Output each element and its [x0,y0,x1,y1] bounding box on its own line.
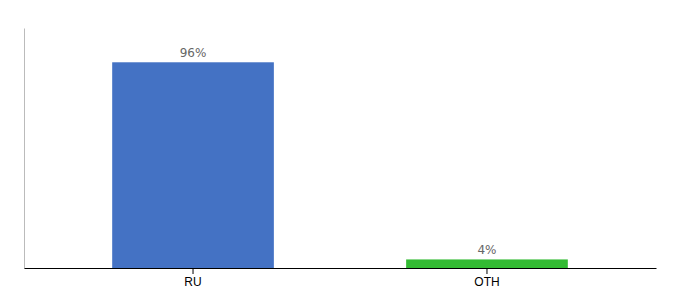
y-axis [24,29,25,269]
bars [112,62,568,268]
plot: RU OTH 96% 4% [25,29,657,289]
data-label: 96% [180,46,207,60]
chart-container: RU OTH 96% 4% [0,0,680,300]
x-tick: RU [184,268,201,289]
data-label: 4% [477,243,496,257]
bar [406,259,568,268]
y-axis-line [24,29,25,269]
x-axis: RU OTH [25,268,657,289]
x-axis-line [25,268,657,269]
x-tick-label: RU [184,275,201,289]
x-tick-line [193,268,194,274]
x-tick: OTH [474,268,499,289]
bar [112,62,274,268]
chart-svg: RU OTH 96% 4% [0,0,680,300]
x-tick-line [486,268,487,274]
data-labels: 96% 4% [180,46,497,257]
x-tick-label: OTH [474,275,499,289]
